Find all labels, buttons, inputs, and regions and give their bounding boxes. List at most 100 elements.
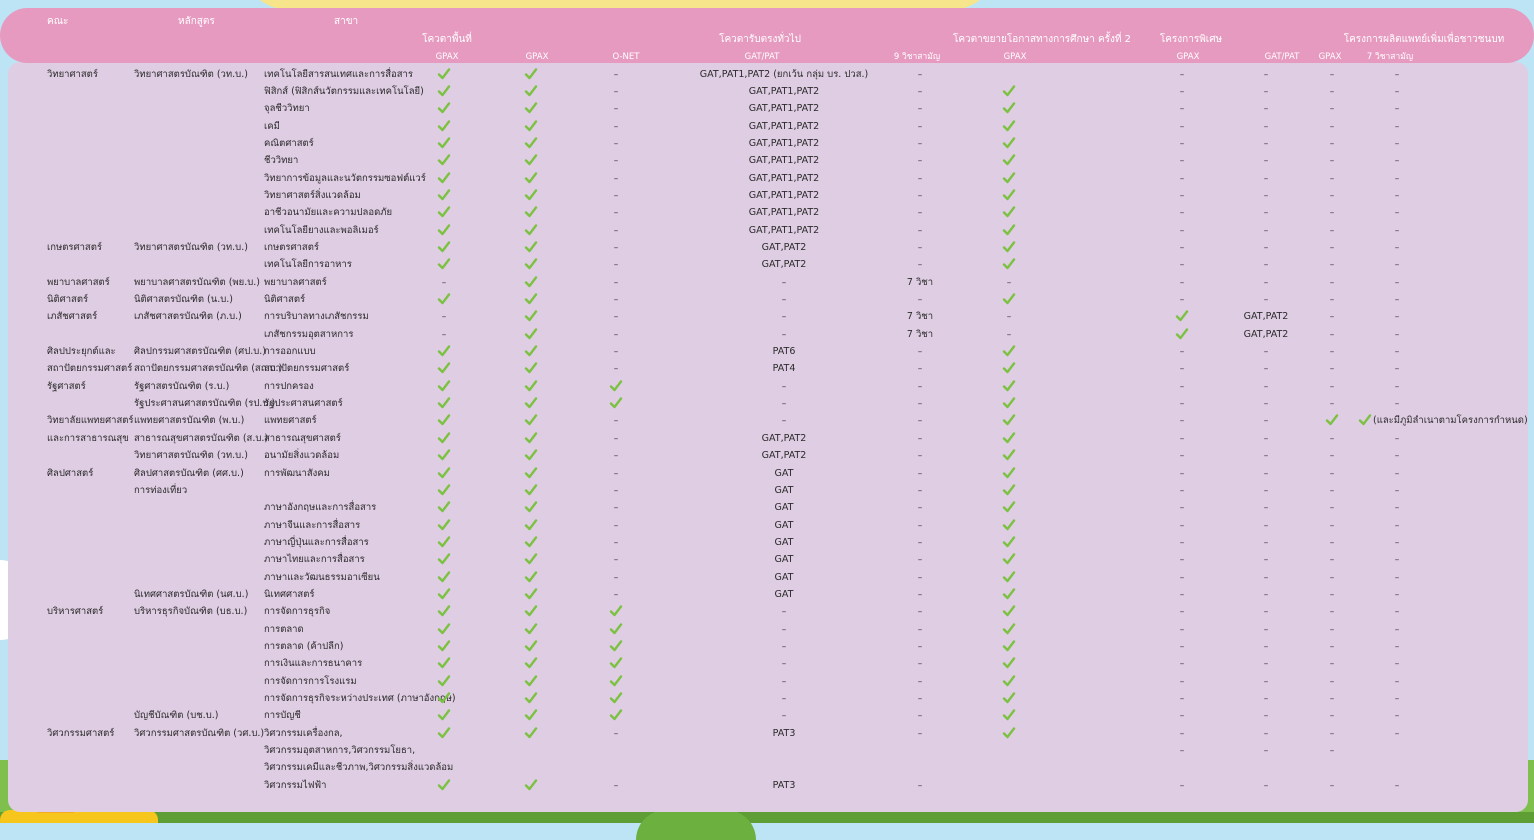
check-icon (1002, 657, 1016, 669)
check-icon (1002, 172, 1016, 184)
dash-mark: – (1329, 295, 1335, 305)
major-cell: การจัดการการโรงแรม (264, 676, 357, 687)
dash-mark: – (917, 191, 923, 201)
dash-mark: – (613, 781, 619, 791)
dash-mark: – (917, 260, 923, 270)
check-icon (524, 154, 538, 166)
check-icon (437, 380, 451, 392)
check-icon (437, 484, 451, 496)
dash-mark: – (1263, 243, 1269, 253)
dash-mark: – (917, 295, 923, 305)
dash-mark: – (1179, 104, 1185, 114)
dash-mark: – (613, 486, 619, 496)
dash-mark: – (1329, 659, 1335, 669)
major-cell: การจัดการธุรกิจ (264, 606, 331, 617)
dash-mark: – (1394, 694, 1400, 704)
requirement-cell: GAT (774, 537, 794, 548)
program-cell: รัฐประศาสนศาสตรบัณฑิต (รป.บ.) (134, 398, 276, 409)
check-icon (524, 657, 538, 669)
check-icon (1358, 414, 1372, 426)
dash-mark: – (1179, 625, 1185, 635)
requirement-cell: GAT,PAT1,PAT2 (748, 103, 820, 114)
dash-mark: – (1179, 694, 1185, 704)
dash-mark: – (781, 312, 787, 322)
faculty-cell: พยาบาลศาสตร์ (47, 277, 110, 288)
dash-mark: – (1179, 469, 1185, 479)
dash-mark: – (613, 226, 619, 236)
check-icon (1002, 623, 1016, 635)
check-icon (524, 484, 538, 496)
program-cell: สาธารณสุขศาสตรบัณฑิต (ส.บ.) (134, 433, 269, 444)
check-icon (1002, 85, 1016, 97)
program-cell: วิทยาศาสตรบัณฑิต (วท.บ.) (134, 450, 248, 461)
sun-decoration (240, 0, 1000, 10)
dash-mark: – (613, 70, 619, 80)
dash-mark: – (1006, 312, 1012, 322)
check-icon (1002, 432, 1016, 444)
dash-mark: – (781, 659, 787, 669)
dash-mark: – (1179, 260, 1185, 270)
check-icon (524, 727, 538, 739)
dash-mark: – (1394, 295, 1400, 305)
dash-mark: – (917, 729, 923, 739)
dash-mark: – (1179, 590, 1185, 600)
check-icon (524, 449, 538, 461)
dash-mark: – (917, 451, 923, 461)
dash-mark: – (781, 711, 787, 721)
dash-mark: – (613, 469, 619, 479)
dash-mark: – (1329, 87, 1335, 97)
dash-mark: – (1179, 87, 1185, 97)
faculty-cell: นิติศาสตร์ (47, 294, 89, 305)
dash-mark: – (1263, 364, 1269, 374)
dash-mark: – (613, 139, 619, 149)
check-icon (1002, 345, 1016, 357)
check-icon (524, 276, 538, 288)
faculty-cell: รัฐศาสตร์ (47, 381, 86, 392)
check-icon (524, 68, 538, 80)
dash-mark: – (917, 677, 923, 687)
program-cell: เภสัชศาสตรบัณฑิต (ภ.บ.) (134, 311, 242, 322)
check-icon (609, 657, 623, 669)
major-cell: ภาษาและวัฒนธรรมอาเซียน (264, 572, 380, 583)
major-cell: จุลชีววิทยา (264, 103, 310, 114)
major-cell: วิศวกรรมไฟฟ้า (264, 780, 327, 791)
dash-mark: – (1329, 694, 1335, 704)
check-icon (524, 362, 538, 374)
check-icon (1002, 640, 1016, 652)
program-cell: นิเทศศาสตรบัณฑิต (นศ.บ.) (134, 589, 249, 600)
dash-mark: – (441, 312, 447, 322)
requirement-cell: GAT (774, 485, 794, 496)
dash-mark: – (1179, 642, 1185, 652)
check-icon (1002, 571, 1016, 583)
program-cell: วิศวกรรมศาสตรบัณฑิต (วศ.บ.) (134, 728, 265, 739)
check-icon (1002, 414, 1016, 426)
dash-mark: – (1329, 538, 1335, 548)
dash-mark: – (1329, 347, 1335, 357)
requirement-cell: GAT,PAT2 (1243, 329, 1289, 340)
dash-mark: – (1179, 503, 1185, 513)
dash-mark: – (1394, 607, 1400, 617)
check-icon (437, 414, 451, 426)
dash-mark: – (1263, 781, 1269, 791)
check-icon (609, 623, 623, 635)
dash-mark: – (917, 694, 923, 704)
major-cell: อนามัยสิ่งแวดล้อม (264, 450, 340, 461)
dash-mark: – (1329, 486, 1335, 496)
requirement-cell: GAT,PAT1,PAT2 (ยกเว้น กลุ่ม บร. ปวส.) (699, 69, 869, 80)
dash-mark: – (1329, 729, 1335, 739)
check-icon (437, 258, 451, 270)
check-icon (437, 449, 451, 461)
dash-mark: – (1329, 555, 1335, 565)
check-icon (437, 675, 451, 687)
major-cell: วิศวกรรมเครื่องกล, (264, 728, 343, 739)
check-icon (1002, 362, 1016, 374)
dash-mark: – (1263, 139, 1269, 149)
requirement-cell: GAT,PAT1,PAT2 (748, 155, 820, 166)
check-icon (437, 657, 451, 669)
dash-mark: – (1179, 434, 1185, 444)
check-icon (524, 189, 538, 201)
header-sub-1: GPAX (525, 52, 549, 62)
major-cell: เภสัชกรรมอุตสาหการ (264, 329, 354, 340)
header-major: สาขา (334, 16, 359, 27)
dash-mark: – (1329, 607, 1335, 617)
